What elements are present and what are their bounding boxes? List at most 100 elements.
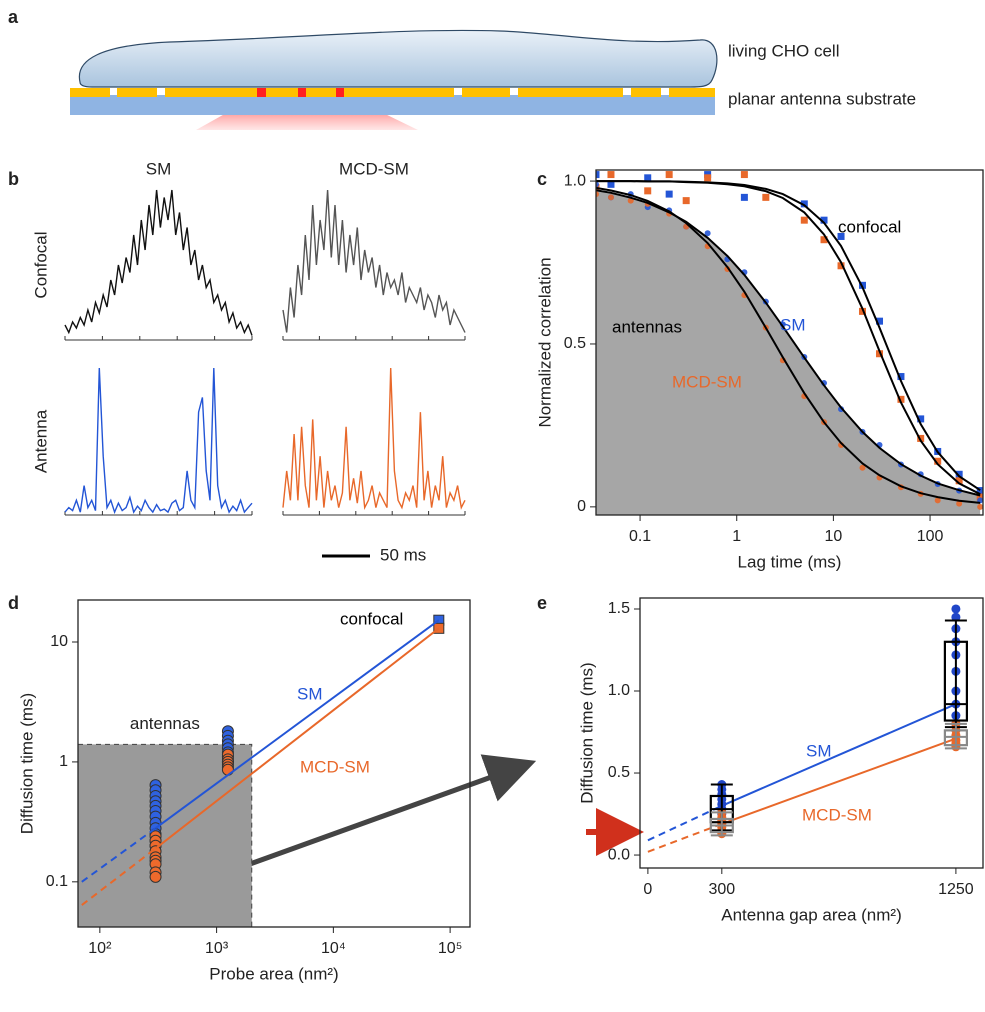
- square-point: [740, 171, 748, 179]
- fit-line: [596, 189, 981, 497]
- square-point: [976, 493, 983, 501]
- annotation: confocal: [838, 217, 901, 236]
- area: [596, 190, 981, 515]
- x-tick-label: 300: [708, 881, 735, 898]
- y-axis-label: Diffusion time (ms): [577, 662, 596, 803]
- square-point: [682, 197, 690, 205]
- annotation: MCD-SM: [300, 757, 370, 776]
- fit-line: [154, 627, 440, 850]
- zoom-arrow: [199, 754, 537, 885]
- square-point: [607, 171, 615, 179]
- fit-line: [155, 619, 440, 830]
- square-point: [917, 434, 925, 442]
- square-point: [917, 415, 925, 423]
- panel-label: a: [8, 7, 19, 27]
- frame: [595, 169, 984, 516]
- fit-line: [81, 827, 157, 883]
- annotation: MCD-SM: [672, 372, 742, 391]
- point: [977, 503, 983, 510]
- square-point: [644, 174, 652, 182]
- y-tick-label: 1.0: [564, 172, 586, 189]
- point: [596, 181, 599, 188]
- plot-area: [78, 614, 445, 927]
- point: [221, 763, 234, 776]
- square-point: [644, 187, 652, 195]
- point: [607, 194, 614, 201]
- fit-line: [596, 186, 981, 504]
- substrate: [70, 95, 715, 115]
- fit-line: [596, 180, 981, 496]
- square-point: [897, 373, 905, 381]
- square-point: [820, 236, 828, 244]
- square-point: [955, 477, 963, 485]
- square-point: [934, 457, 942, 465]
- row-title: Antenna: [31, 409, 50, 473]
- trace: [282, 367, 466, 511]
- diagram: a living CHO cell planar antenna substra…: [8, 7, 916, 130]
- square-point: [800, 200, 808, 208]
- annotation: antennas: [612, 317, 682, 336]
- square-point: [665, 171, 673, 179]
- x-tick-label: 10³: [205, 940, 229, 957]
- x-tick-label: 10²: [88, 940, 112, 957]
- y-tick-label: 0.5: [608, 764, 630, 781]
- annotation: SM: [297, 684, 323, 703]
- region: [78, 743, 253, 927]
- x-tick-label: 1: [732, 528, 741, 545]
- x-tick-label: 1250: [938, 881, 974, 898]
- square-point: [955, 470, 963, 478]
- x-axis-label: Antenna gap area (nm²): [721, 905, 902, 924]
- square-point: [837, 232, 845, 240]
- square-point: [876, 350, 884, 358]
- point: [859, 464, 866, 471]
- fit-line: [721, 737, 957, 825]
- y-tick-label: 0: [577, 498, 586, 515]
- x-axis-label: Probe area (nm²): [209, 964, 338, 983]
- square-point: [876, 317, 884, 325]
- panel-label: d: [8, 593, 19, 613]
- point: [956, 500, 963, 507]
- square-point: [820, 216, 828, 224]
- region-label: antennas: [130, 714, 200, 733]
- point: [596, 191, 599, 198]
- y-tick-label: 1: [59, 753, 68, 770]
- x-tick-label: 10⁵: [438, 940, 462, 957]
- x-tick-label: 10: [824, 528, 842, 545]
- trace: [64, 367, 253, 515]
- label: planar antenna substrate: [728, 89, 916, 108]
- point: [951, 612, 961, 622]
- plot-area: [647, 604, 968, 853]
- y-tick-label: 10: [50, 633, 68, 650]
- square-point: [897, 395, 905, 403]
- fit-line: [721, 703, 957, 807]
- box: [943, 640, 968, 722]
- column-title: MCD-SM: [339, 159, 409, 178]
- x-tick-label: 0: [643, 881, 652, 898]
- square-point: [800, 216, 808, 224]
- square-point: [740, 193, 748, 201]
- fit-line: [647, 804, 723, 842]
- panel-label: c: [537, 169, 547, 189]
- frame: [639, 597, 984, 869]
- y-axis-label: Normalized correlation: [535, 257, 554, 427]
- scale-bar-label: 50 ms: [380, 545, 426, 564]
- square-point: [837, 262, 845, 270]
- y-tick-label: 1.5: [608, 600, 630, 617]
- x-axis-label: Lag time (ms): [738, 552, 842, 571]
- annotation: SM: [806, 741, 832, 760]
- trace: [64, 189, 253, 336]
- fit-line: [647, 822, 723, 853]
- x-tick-label: 10⁴: [321, 940, 346, 957]
- y-tick-label: 0.0: [608, 846, 630, 863]
- square-point: [607, 180, 615, 188]
- point: [149, 870, 162, 883]
- fit-line: [81, 847, 157, 906]
- hotspot: [257, 88, 344, 97]
- y-tick-label: 0.5: [564, 335, 586, 352]
- row-title: Confocal: [31, 231, 50, 298]
- square-point: [665, 190, 673, 198]
- cell: [78, 29, 718, 88]
- annotation: SM: [780, 315, 806, 334]
